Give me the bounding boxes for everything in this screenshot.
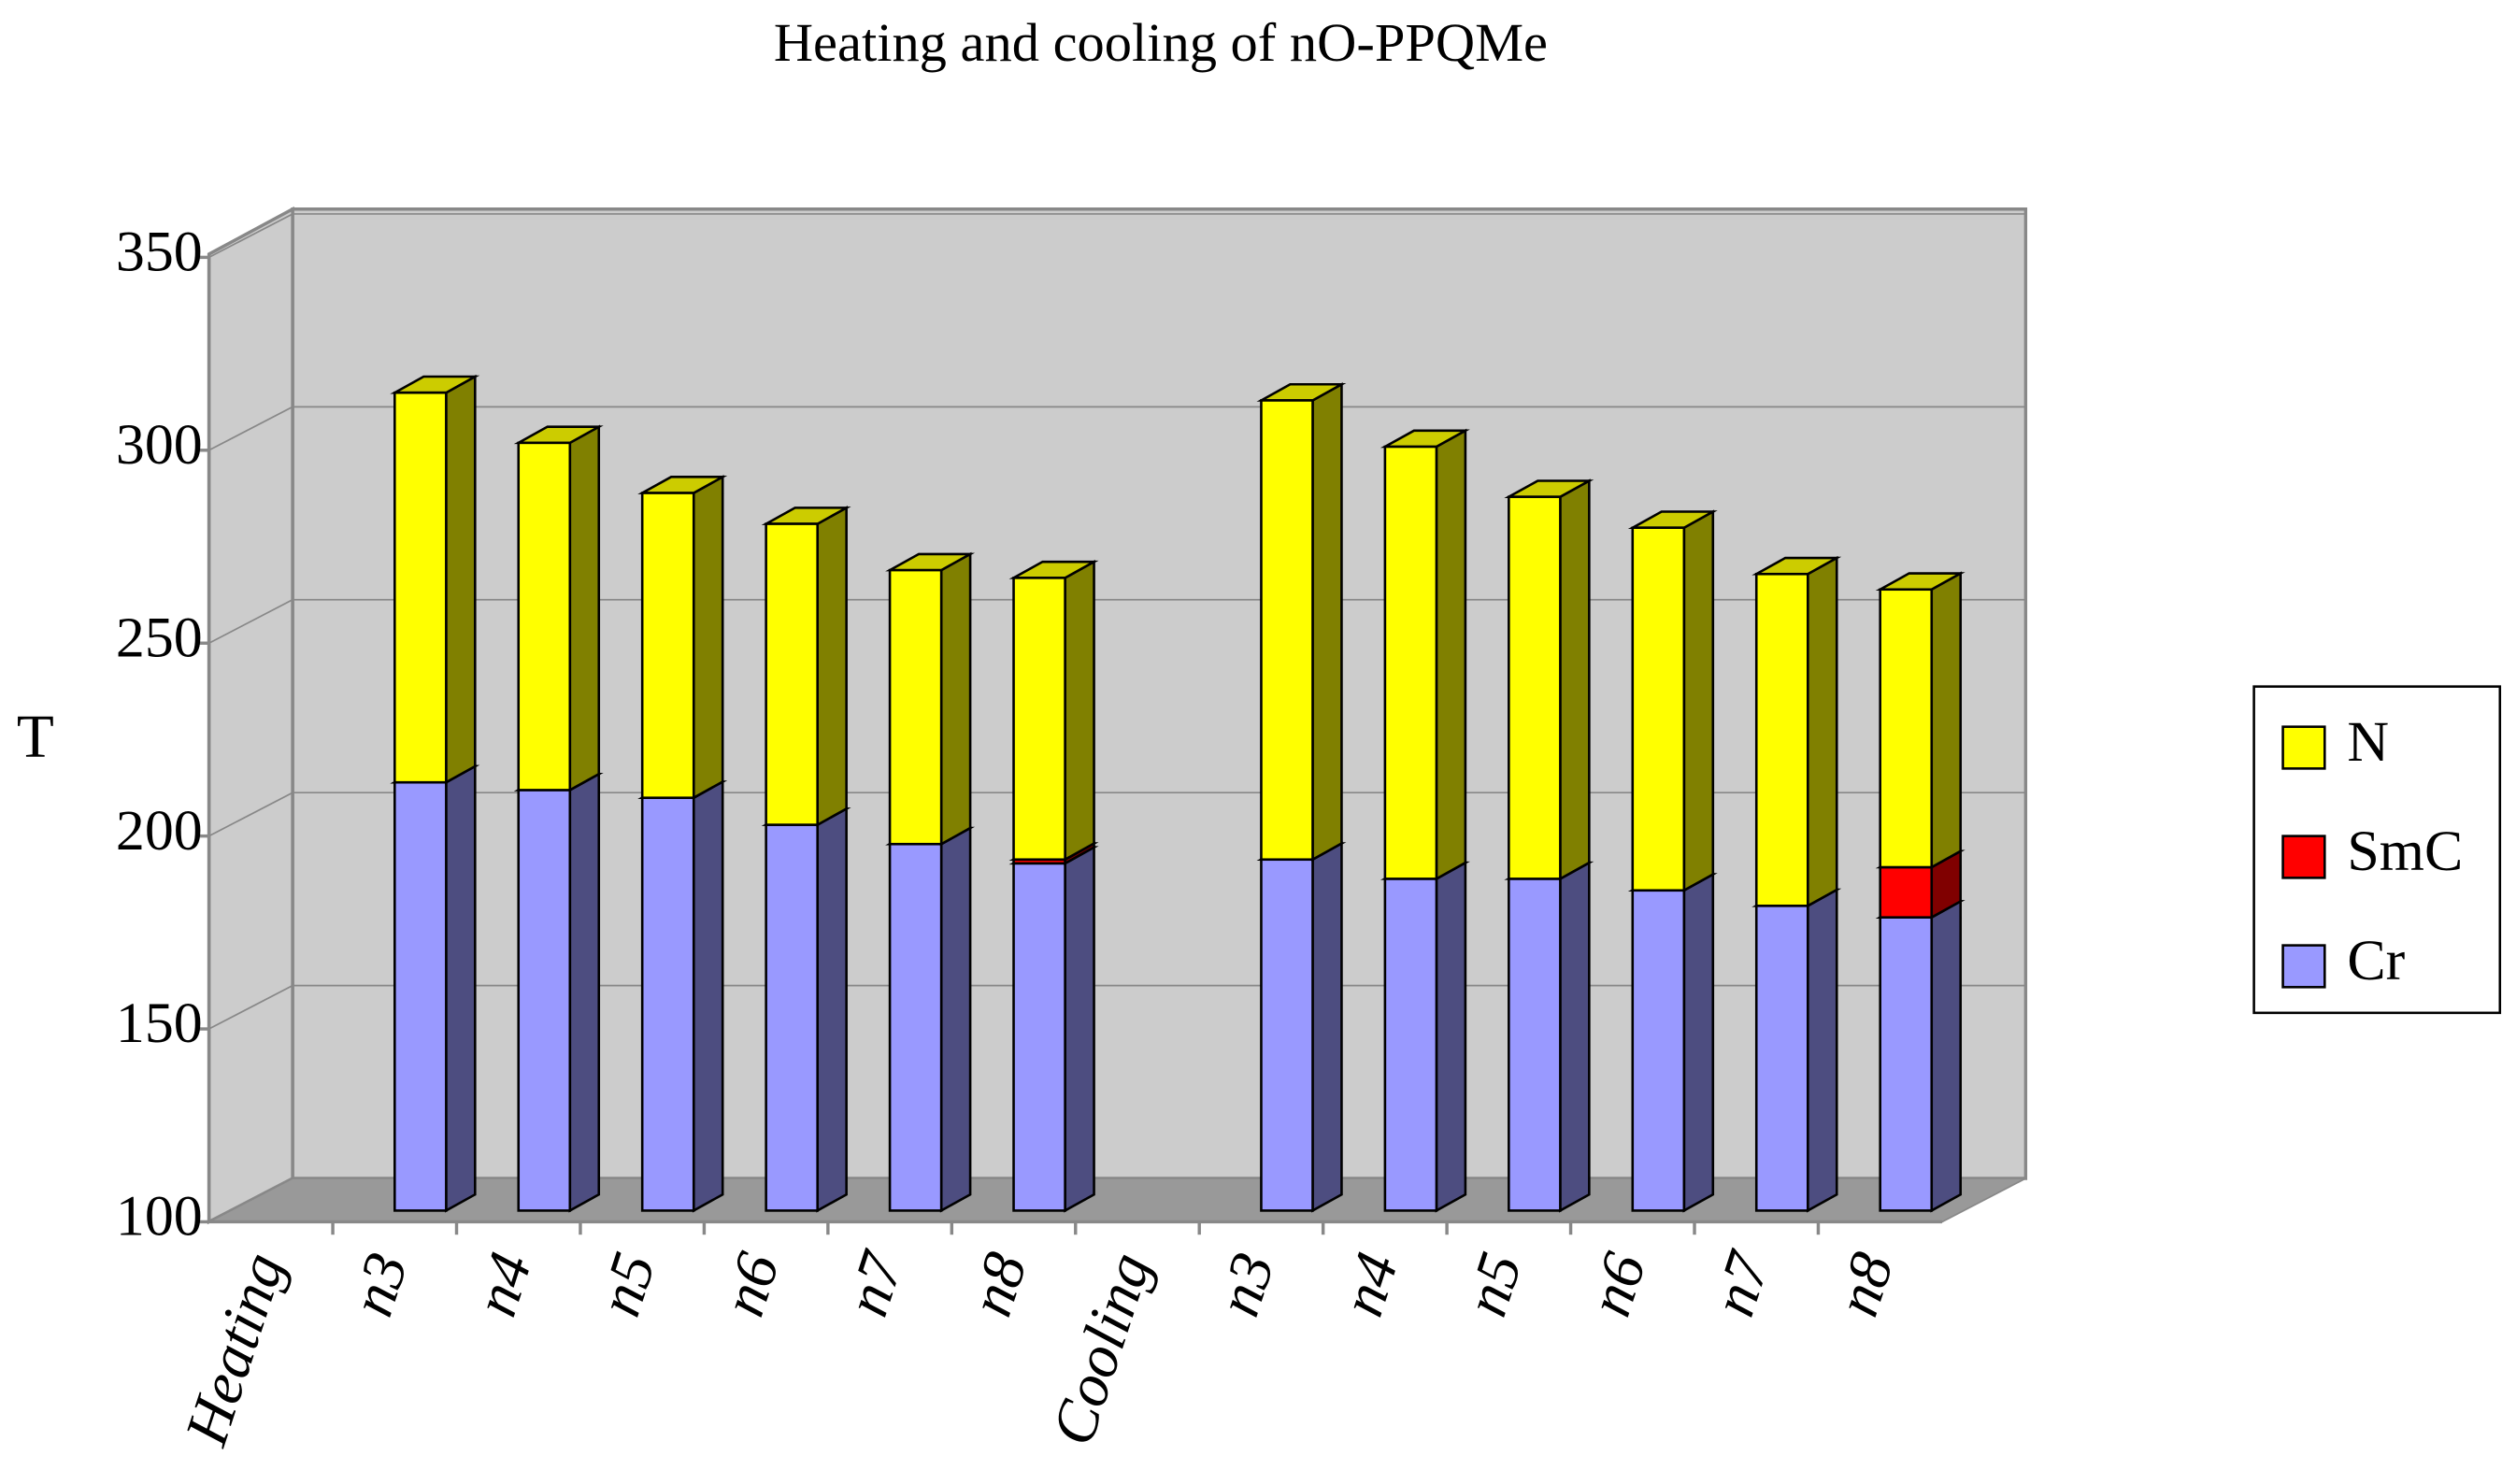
y-tick-label: 100 xyxy=(116,1185,203,1249)
bar xyxy=(1879,588,1934,869)
bar-side xyxy=(1930,571,1962,870)
bar-side xyxy=(1064,845,1095,1213)
bar-side xyxy=(1806,555,1838,908)
bar xyxy=(393,391,448,784)
bar xyxy=(888,568,943,846)
bar-side xyxy=(816,806,848,1213)
bar xyxy=(888,842,943,1212)
x-tick-label: n3 xyxy=(1205,1245,1288,1323)
bar xyxy=(640,796,695,1212)
bar-side xyxy=(568,772,601,1213)
grid-line xyxy=(208,213,2026,259)
side-wall xyxy=(207,206,294,1225)
bar-side xyxy=(1559,860,1591,1213)
bar xyxy=(1631,889,1686,1212)
chart-title: Heating and cooling of nO-PPQMe xyxy=(774,12,1548,73)
bar xyxy=(1012,862,1066,1212)
y-tick-label: 250 xyxy=(116,606,203,669)
y-tick-label: 200 xyxy=(116,799,203,863)
bar-side xyxy=(939,551,972,847)
bar xyxy=(1754,904,1809,1212)
legend-label: Cr xyxy=(2347,929,2405,992)
x-tick-label: n8 xyxy=(1824,1245,1908,1323)
legend-label: N xyxy=(2347,710,2389,774)
bar xyxy=(1879,865,1934,919)
bar xyxy=(1260,858,1314,1212)
bar-side xyxy=(1311,382,1343,862)
bar-side xyxy=(1435,860,1467,1213)
x-tick-label: n5 xyxy=(586,1245,669,1323)
bar xyxy=(765,522,819,826)
y-tick-label: 350 xyxy=(116,221,203,284)
bar xyxy=(1508,495,1562,880)
bar-side xyxy=(816,506,848,827)
bar-side xyxy=(1559,478,1591,881)
bar-side xyxy=(692,779,724,1213)
x-tick-label: n4 xyxy=(463,1245,546,1323)
bar-side xyxy=(568,424,601,792)
floor xyxy=(208,1177,2026,1223)
bar xyxy=(1012,577,1066,862)
x-tick-label: Heating xyxy=(173,1245,298,1453)
x-tick-label: n7 xyxy=(1700,1243,1783,1324)
bar-side xyxy=(939,825,972,1213)
y-axis-title: T xyxy=(17,704,54,771)
bar xyxy=(1631,526,1686,892)
bar-side xyxy=(445,374,477,785)
bar xyxy=(517,441,572,792)
legend-swatch xyxy=(2281,944,2326,989)
bar-side xyxy=(1435,428,1467,881)
x-tick-label: n8 xyxy=(957,1245,1040,1323)
legend-swatch xyxy=(2281,835,2326,879)
bar-side xyxy=(445,763,477,1213)
x-tick-label: n5 xyxy=(1452,1245,1536,1323)
bar xyxy=(393,780,448,1212)
x-tick-label: Cooling xyxy=(1039,1245,1165,1453)
legend-swatch xyxy=(2281,725,2326,770)
bar-side xyxy=(1682,872,1715,1213)
y-tick-label: 300 xyxy=(116,413,203,477)
bar xyxy=(517,789,572,1212)
bar xyxy=(640,492,695,799)
x-tick-label: n4 xyxy=(1329,1245,1412,1323)
bar xyxy=(1508,878,1562,1212)
bar xyxy=(1383,445,1438,880)
x-tick-label: n7 xyxy=(834,1243,917,1324)
bar-side xyxy=(1682,509,1715,892)
bar-side xyxy=(692,475,724,800)
x-tick-label: n3 xyxy=(338,1245,422,1323)
bar xyxy=(1879,916,1934,1212)
bar xyxy=(1754,572,1809,907)
bar xyxy=(1383,878,1438,1212)
x-tick-label: n6 xyxy=(1577,1245,1660,1324)
bar-side xyxy=(1806,887,1838,1213)
bar xyxy=(1260,399,1314,862)
bar xyxy=(765,823,819,1212)
grid-line xyxy=(208,406,2026,451)
bar-side xyxy=(1064,559,1095,862)
bar-side xyxy=(1930,899,1962,1213)
x-tick-label: n6 xyxy=(709,1245,793,1324)
y-tick-label: 150 xyxy=(116,992,203,1055)
bar-side xyxy=(1311,841,1343,1213)
legend-label: SmC xyxy=(2347,820,2463,883)
